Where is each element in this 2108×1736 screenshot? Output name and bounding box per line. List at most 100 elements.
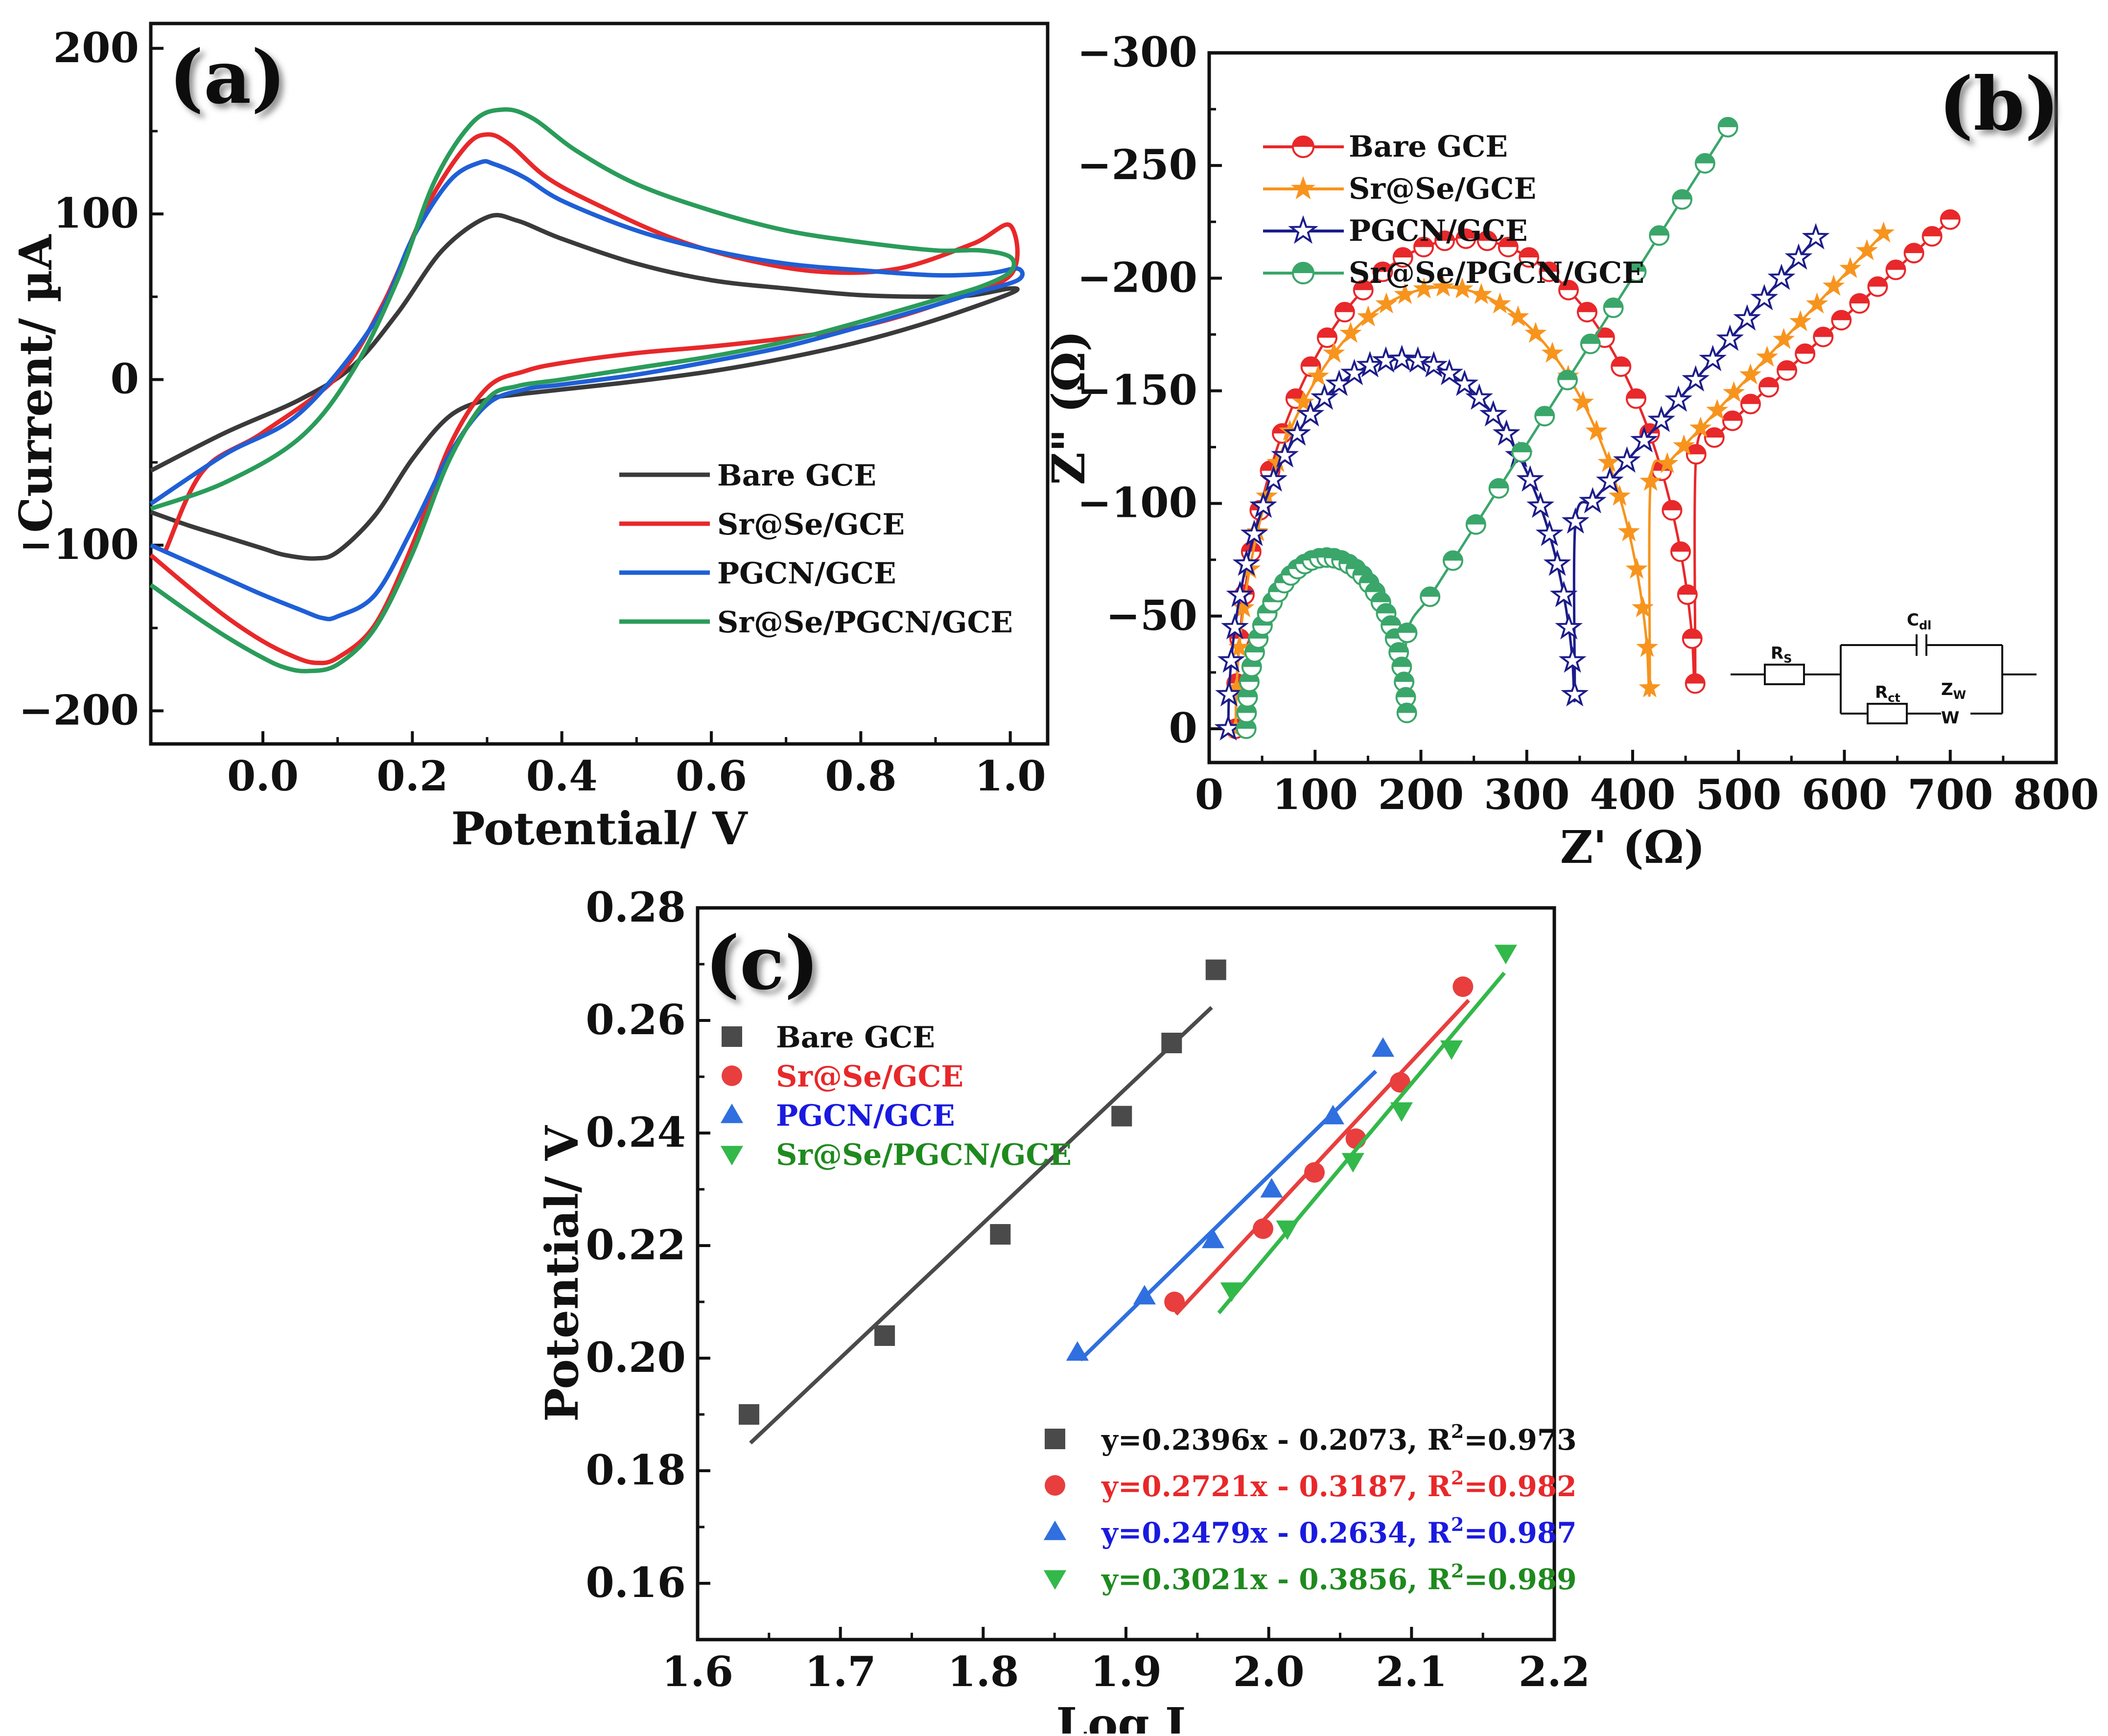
eis-point-fill — [1673, 190, 1692, 200]
eis-point-fill — [1868, 277, 1887, 287]
x-tick-label: 0 — [1195, 770, 1223, 819]
eis-point — [1549, 580, 1578, 607]
eis-point-fill — [1499, 237, 1518, 247]
eis-point — [1632, 596, 1654, 618]
equation-label: y=0.2479x - 0.2634, R2=0.987 — [1101, 1513, 1577, 1550]
panel-a-cv-chart: 0.0 0.2 0.4 0.6 0.8 1.0 200 100 0 −100 −200 Potenti… — [9, 22, 1050, 855]
eis-point-fill — [1393, 248, 1412, 257]
eis-point — [1432, 276, 1454, 297]
data-point — [990, 1224, 1011, 1245]
eis-point — [1266, 451, 1289, 472]
data-point — [1260, 1178, 1283, 1198]
eis-point — [1435, 359, 1463, 386]
data-point — [1201, 1228, 1225, 1249]
eis-point — [1636, 636, 1659, 657]
eis-point-fill — [1626, 389, 1645, 399]
eis-point-fill — [1604, 298, 1623, 308]
eis-point-fill — [1435, 231, 1454, 241]
eis-point — [1571, 391, 1594, 412]
data-point — [739, 1404, 759, 1425]
cv-curve — [149, 107, 1016, 673]
eis-point — [1507, 305, 1529, 326]
y-axis-title: Z" (Ω) — [1042, 330, 1095, 485]
x-tick-label: 2.2 — [1519, 1647, 1590, 1696]
x-tick-label: 0.4 — [526, 752, 598, 800]
x-tick-label: 0.6 — [676, 752, 747, 800]
eis-point — [1750, 284, 1779, 311]
legend-label: Bare GCE — [776, 1020, 935, 1055]
x-tick-label: 300 — [1484, 770, 1569, 819]
eis-point — [1339, 322, 1362, 343]
eis-point-fill — [1832, 311, 1851, 321]
eis-point-fill — [1627, 262, 1646, 272]
eis-point-fill — [1398, 624, 1417, 633]
circuit-label-w: W — [1941, 708, 1960, 728]
x-tick-label: 600 — [1802, 770, 1887, 819]
eis-point — [1394, 283, 1416, 304]
eis-point-fill — [1759, 378, 1779, 388]
eis-point — [1221, 613, 1249, 640]
eis-point-fill — [1371, 593, 1390, 602]
y-tick-label: 0 — [1169, 704, 1197, 752]
eis-point — [1561, 507, 1590, 534]
eis-point — [1806, 292, 1828, 314]
eis-point — [1839, 257, 1862, 278]
circuit-label-cdl: Cdl — [1907, 610, 1931, 632]
legend-marker — [722, 1026, 742, 1047]
y-tick-label: 0.20 — [586, 1333, 686, 1382]
x-tick-label: 1.0 — [975, 752, 1046, 800]
y-tick-label: −200 — [19, 686, 139, 734]
eis-point-fill — [1695, 154, 1714, 163]
data-point — [1494, 945, 1517, 965]
equation-marker — [1043, 1570, 1067, 1590]
eis-point — [1470, 283, 1493, 304]
eis-point — [1872, 221, 1895, 243]
x-tick-label: 700 — [1907, 770, 1993, 819]
legend-label: Sr@Se/PGCN/GCE — [776, 1138, 1072, 1172]
y-tick-label: 0 — [111, 355, 139, 403]
eis-point — [1647, 405, 1675, 432]
eis-point — [1307, 365, 1330, 386]
eis-point — [1802, 223, 1830, 250]
y-axis-title: Current/ µA — [9, 234, 62, 533]
legend-marker — [722, 1065, 742, 1086]
x-axis-title: Z' (Ω) — [1560, 821, 1705, 874]
data-point — [1440, 1040, 1463, 1060]
fit-line — [1174, 998, 1470, 1316]
equation-marker — [1043, 1520, 1067, 1540]
y-tick-label: −50 — [1106, 591, 1197, 640]
eis-point — [1716, 324, 1744, 351]
data-point — [1452, 976, 1474, 997]
y-tick-label: 0.26 — [586, 995, 686, 1044]
eis-point — [1292, 391, 1314, 412]
data-point — [1133, 1285, 1156, 1305]
legend-marker-fill — [1293, 263, 1313, 273]
eis-point — [1555, 613, 1583, 640]
eis-point — [1543, 549, 1571, 576]
legend-label: Sr@Se/GCE — [717, 508, 905, 542]
data-point — [1164, 1292, 1185, 1312]
cv-curve — [149, 159, 1025, 622]
eis-point-fill — [1512, 443, 1531, 453]
data-point — [1161, 1033, 1182, 1053]
y-tick-label: −150 — [1077, 366, 1197, 414]
legend-label: Sr@Se/GCE — [776, 1060, 963, 1094]
data-point — [1341, 1153, 1364, 1173]
eis-point-fill — [1335, 302, 1354, 312]
equation-label: y=0.2721x - 0.3187, R2=0.982 — [1101, 1467, 1577, 1503]
x-axis-title: Log I — [1056, 1698, 1186, 1734]
y-tick-label: −100 — [1077, 479, 1197, 527]
eis-point-fill — [1382, 616, 1401, 626]
legend-label: Sr@Se/GCE — [1349, 172, 1536, 206]
eis-point — [1664, 385, 1693, 412]
eis-point-fill — [1814, 327, 1833, 337]
eis-point-fill — [1520, 248, 1539, 257]
fit-line — [749, 1006, 1213, 1445]
eis-point — [1479, 400, 1507, 427]
legend-marker-fill — [1293, 137, 1313, 147]
eis-point — [1597, 451, 1620, 472]
eis-point — [1733, 304, 1761, 331]
x-tick-label: 2.1 — [1376, 1647, 1447, 1696]
circuit-label-rct: Rct — [1875, 683, 1900, 705]
eis-point — [1673, 434, 1695, 456]
